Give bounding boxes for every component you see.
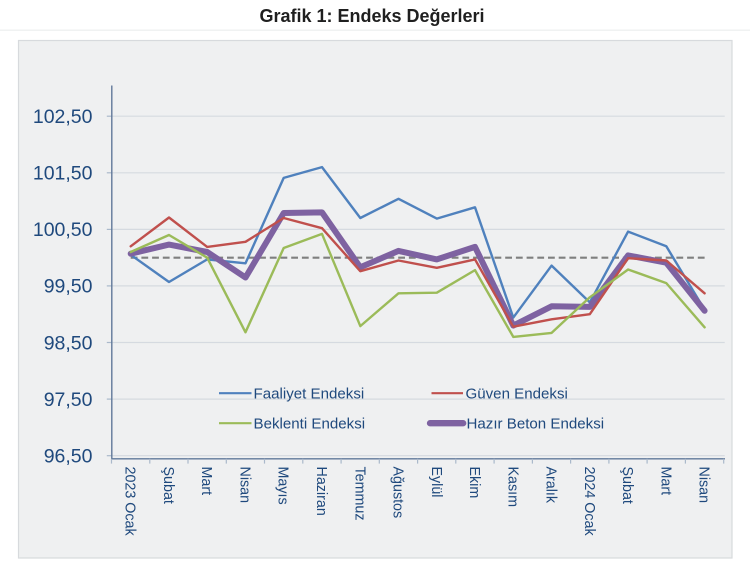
svg-text:Ekim: Ekim (466, 467, 482, 499)
svg-text:98,50: 98,50 (44, 332, 93, 354)
svg-text:102,50: 102,50 (33, 106, 93, 128)
svg-text:96,50: 96,50 (44, 446, 93, 468)
svg-text:Grafik 1: Endeks Değerleri: Grafik 1: Endeks Değerleri (259, 6, 484, 26)
svg-text:2024 Ocak: 2024 Ocak (581, 467, 597, 537)
svg-text:Temmuz: Temmuz (351, 467, 367, 521)
svg-text:Mayıs: Mayıs (275, 467, 291, 505)
svg-text:Güven Endeksi: Güven Endeksi (466, 385, 568, 402)
svg-text:100,50: 100,50 (33, 219, 93, 241)
svg-text:Mart: Mart (657, 467, 673, 496)
svg-text:Mart: Mart (198, 467, 214, 496)
svg-text:Şubat: Şubat (160, 467, 176, 504)
svg-text:Haziran: Haziran (313, 467, 329, 516)
svg-text:Nisan: Nisan (696, 467, 712, 504)
svg-text:Faaliyet Endeksi: Faaliyet Endeksi (254, 385, 365, 402)
svg-text:Şubat: Şubat (619, 467, 635, 504)
svg-text:97,50: 97,50 (44, 389, 93, 411)
svg-text:Nisan: Nisan (237, 467, 253, 504)
svg-text:Hazır Beton Endeksi: Hazır Beton Endeksi (467, 415, 605, 432)
svg-text:Eylül: Eylül (428, 467, 444, 498)
svg-text:Beklenti Endeksi: Beklenti Endeksi (254, 415, 366, 432)
svg-text:Kasım: Kasım (504, 467, 520, 508)
svg-text:Aralık: Aralık (543, 467, 559, 504)
svg-text:2023 Ocak: 2023 Ocak (122, 467, 138, 537)
svg-text:Ağustos: Ağustos (390, 467, 406, 519)
svg-text:99,50: 99,50 (44, 276, 93, 298)
svg-text:101,50: 101,50 (33, 163, 93, 185)
